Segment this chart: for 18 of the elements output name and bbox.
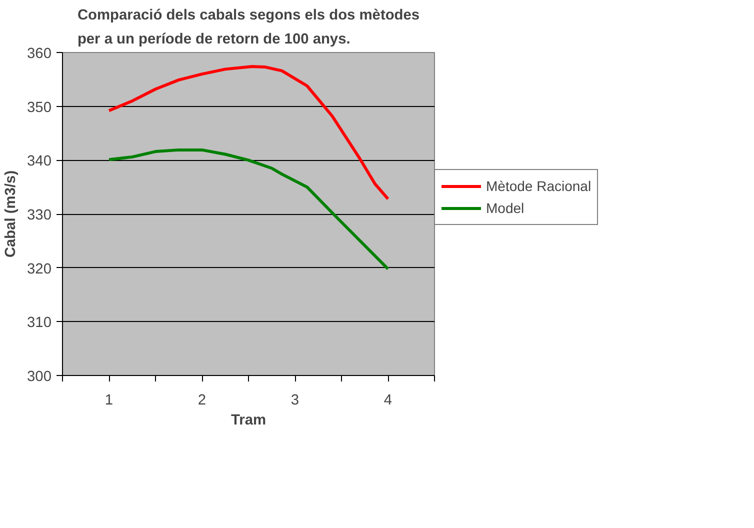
x-tick-label: 3: [290, 392, 300, 408]
line-series: [108, 64, 390, 200]
x-tick-label: 4: [384, 392, 392, 408]
y-tick-label: 320: [27, 261, 52, 278]
y-axis-title: Cabal (m3/s): [3, 170, 20, 258]
y-tick-label: 330: [27, 208, 52, 224]
y-tick-label: 360: [27, 46, 52, 62]
x-tick-label: 2: [198, 392, 206, 408]
x-axis-title: Tram: [230, 412, 266, 428]
chart-title: Comparació dels cabals segons els dos mètodes per a un període de retorn de 100 anys.: [77, 8, 420, 48]
x-tick-label: 1: [104, 392, 114, 408]
y-tick-label: 350: [27, 100, 52, 116]
y-tick-label: 340: [27, 154, 52, 170]
y-tick-label: 300: [27, 369, 52, 385]
line-series: [108, 148, 390, 270]
legend-label: Mètode Racional: [486, 178, 592, 194]
y-tick-label: 310: [27, 315, 52, 332]
legend-label: Model: [486, 200, 524, 216]
